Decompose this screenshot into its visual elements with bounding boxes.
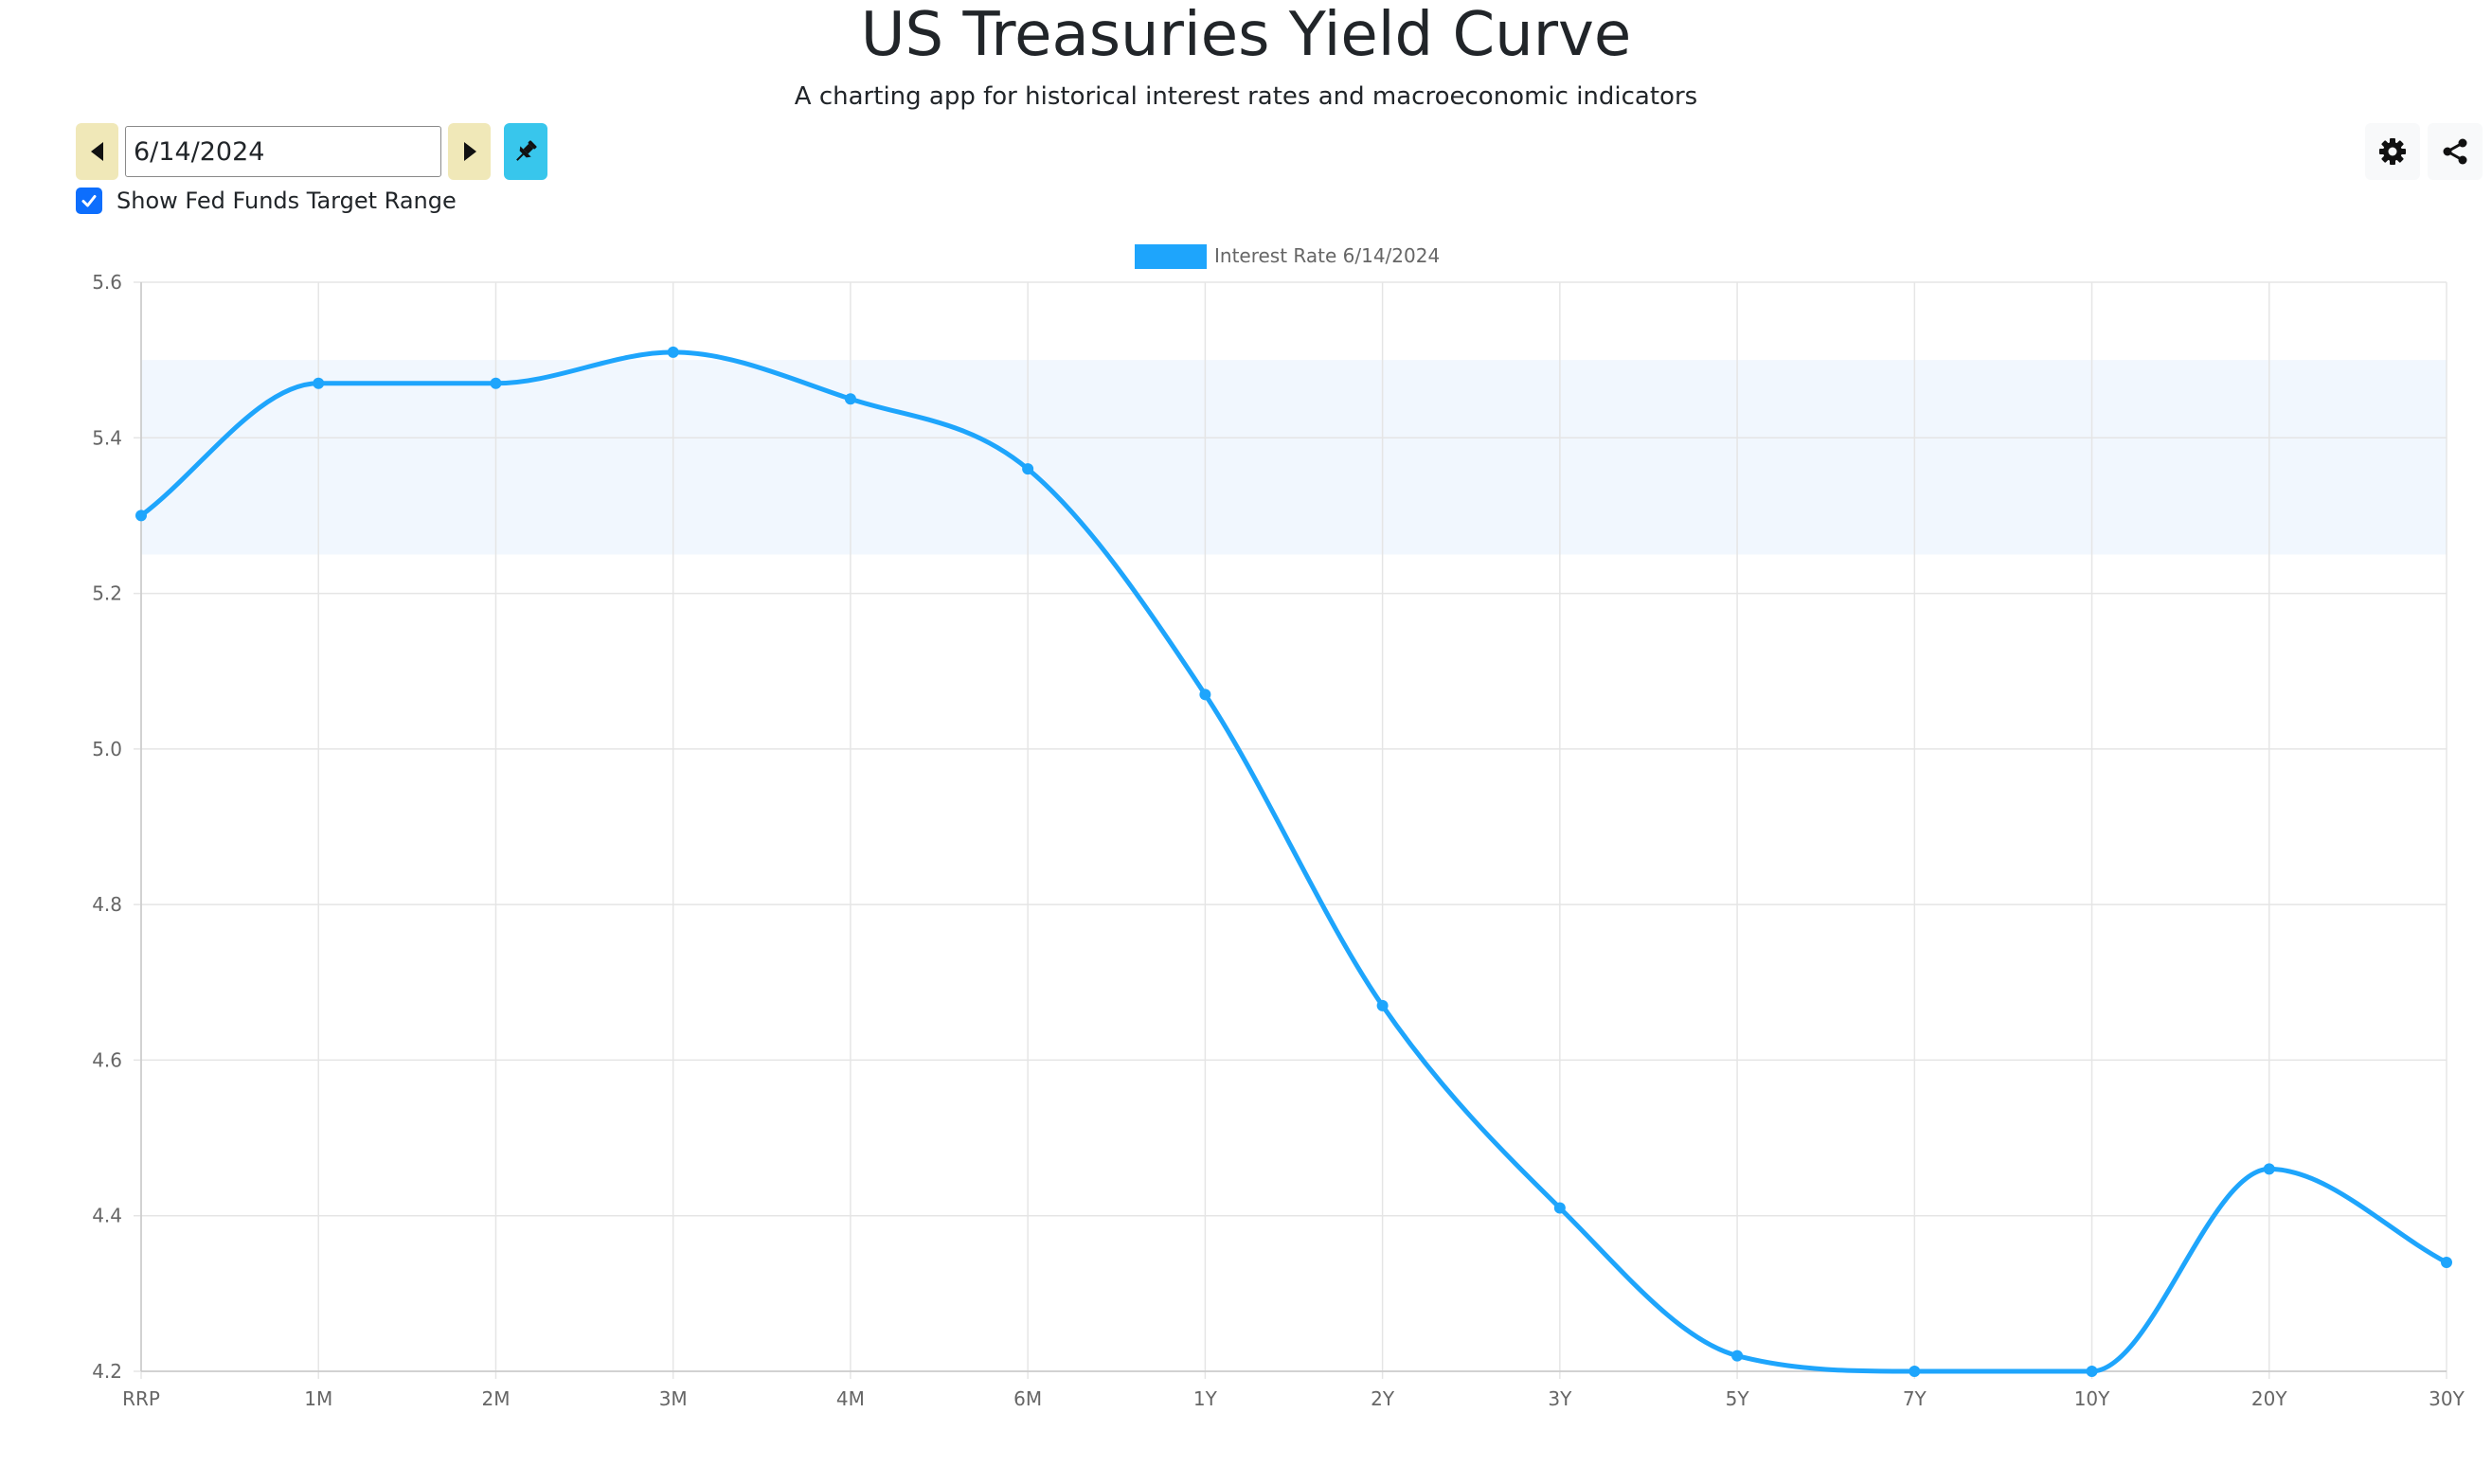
data-point-2m[interactable] [490,377,502,389]
next-date-button[interactable] [448,123,491,180]
legend-swatch [1135,244,1207,269]
data-point-30y[interactable] [2441,1257,2452,1268]
x-tick-label: 4M [836,1387,865,1410]
y-tick-label: 4.8 [92,893,122,916]
page-subtitle: A charting app for historical interest r… [794,82,1698,111]
x-tick-label: 10Y [2074,1387,2110,1410]
y-tick-label: 4.6 [92,1048,122,1071]
x-tick-label: 2Y [1371,1387,1395,1410]
caret-right-icon [463,142,476,161]
data-point-3m[interactable] [667,346,679,358]
date-input[interactable] [125,126,441,177]
y-tick-label: 4.2 [92,1360,122,1383]
x-tick-label: 20Y [2251,1387,2287,1410]
y-tick-label: 5.6 [92,271,122,294]
fed-funds-label: Show Fed Funds Target Range [117,188,457,214]
data-point-1y[interactable] [1199,688,1211,701]
data-point-2y[interactable] [1376,999,1389,1011]
gear-icon [2379,138,2406,165]
x-tick-label: 30Y [2429,1387,2465,1410]
pin-button[interactable] [504,123,547,180]
x-tick-label: 5Y [1726,1387,1750,1410]
pin-icon [516,140,537,161]
checkmark-icon [81,195,97,207]
data-point-rrp[interactable] [135,510,147,522]
fed-funds-checkbox[interactable] [76,188,102,214]
share-button[interactable] [2428,123,2483,180]
y-tick-label: 5.0 [92,738,122,760]
legend-label: Interest Rate 6/14/2024 [1214,244,1440,267]
data-point-6m[interactable] [1022,463,1034,475]
data-point-4m[interactable] [844,393,856,405]
data-point-3y[interactable] [1553,1202,1566,1214]
page-title: US Treasuries Yield Curve [860,0,1632,70]
x-tick-label: 6M [1013,1387,1042,1410]
y-tick-label: 4.4 [92,1205,122,1227]
chart-legend[interactable]: Interest Rate 6/14/2024 [1135,244,1440,269]
x-tick-label: 3Y [1548,1387,1572,1410]
data-point-5y[interactable] [1731,1350,1744,1362]
x-tick-label: 2M [481,1387,510,1410]
x-tick-label: RRP [122,1387,160,1410]
previous-date-button[interactable] [76,123,118,180]
x-tick-label: 7Y [1903,1387,1927,1410]
fed-funds-toggle[interactable]: Show Fed Funds Target Range [76,186,457,216]
data-point-7y[interactable] [1909,1366,1921,1377]
data-point-1m[interactable] [313,377,325,389]
y-tick-label: 5.4 [92,426,122,449]
data-point-20y[interactable] [2263,1163,2275,1175]
fed-funds-target-band [141,360,2447,555]
x-tick-label: 1Y [1193,1387,1218,1410]
share-icon [2443,138,2467,165]
x-tick-label: 1M [304,1387,332,1410]
caret-left-icon [90,142,103,161]
y-tick-label: 5.2 [92,582,122,605]
data-point-10y[interactable] [2086,1366,2098,1377]
settings-button[interactable] [2365,123,2420,180]
x-tick-label: 3M [659,1387,688,1410]
